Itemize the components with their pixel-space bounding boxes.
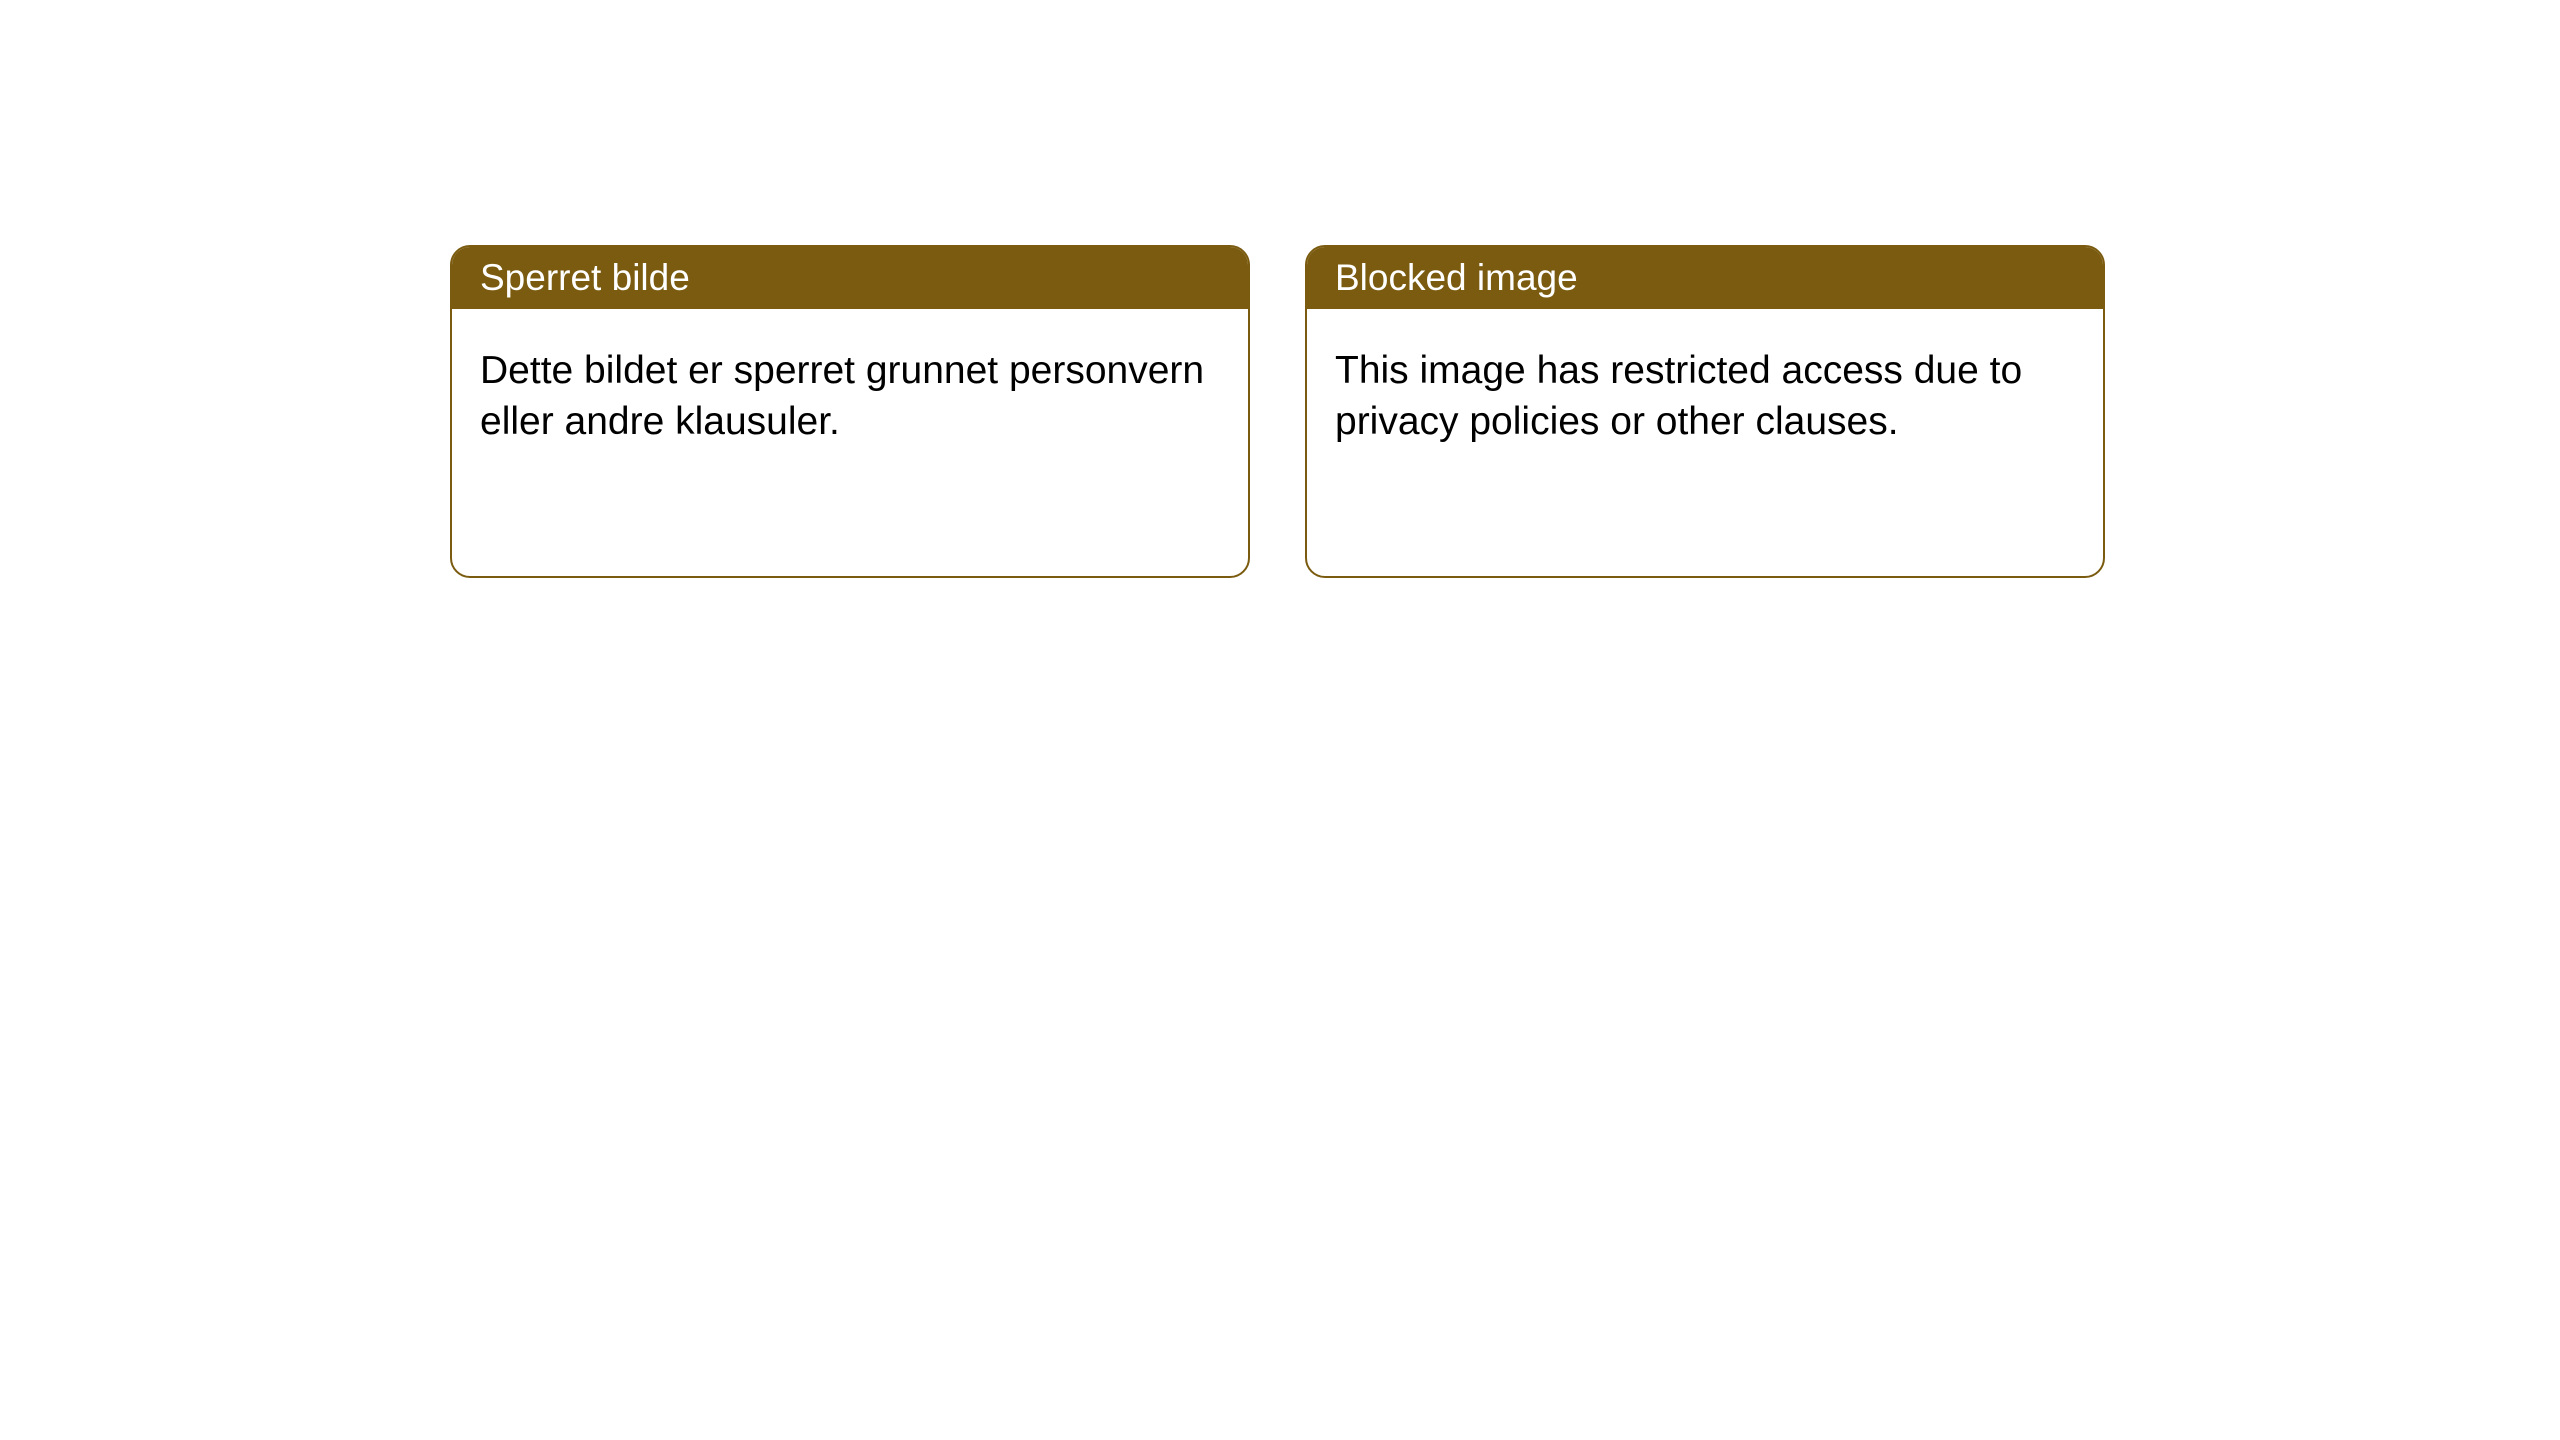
card-body: This image has restricted access due to … (1307, 309, 2103, 484)
blocked-image-card-en: Blocked image This image has restricted … (1305, 245, 2105, 578)
card-body: Dette bildet er sperret grunnet personve… (452, 309, 1248, 484)
card-header: Sperret bilde (452, 247, 1248, 309)
card-title: Sperret bilde (480, 257, 690, 298)
blocked-image-card-no: Sperret bilde Dette bildet er sperret gr… (450, 245, 1250, 578)
card-body-text: Dette bildet er sperret grunnet personve… (480, 349, 1204, 443)
card-header: Blocked image (1307, 247, 2103, 309)
card-title: Blocked image (1335, 257, 1578, 298)
blocked-image-cards: Sperret bilde Dette bildet er sperret gr… (450, 245, 2560, 578)
card-body-text: This image has restricted access due to … (1335, 349, 2022, 443)
